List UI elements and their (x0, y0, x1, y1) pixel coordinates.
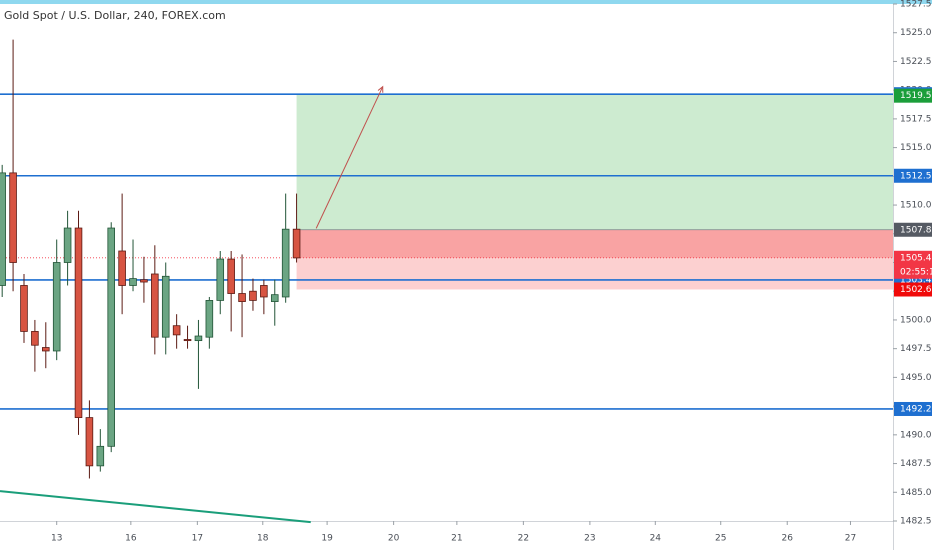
candle-body (227, 258, 235, 294)
candle-body (194, 335, 203, 342)
x-tick-label: 17 (192, 534, 203, 544)
x-tick-label: 26 (782, 534, 794, 544)
candle-body (107, 227, 115, 447)
candle-body (0, 172, 6, 286)
x-tick-label: 19 (321, 534, 333, 544)
candle-body (151, 273, 159, 338)
candle-body (238, 293, 246, 302)
chart-title: Gold Spot / U.S. Dollar, 240, FOREX.com (4, 9, 226, 22)
level-tag-label: 1492.25 (900, 404, 932, 414)
candle-body (140, 279, 148, 283)
y-tick-label: 1517.50 (900, 114, 932, 124)
x-tick-label: 18 (257, 534, 269, 544)
y-tick-label: 1510.00 (900, 201, 932, 211)
candle-body (31, 331, 39, 346)
candle-body (270, 294, 279, 302)
level-tag (894, 401, 932, 416)
level-tag-label: 1512.55 (900, 171, 932, 181)
candle-body (292, 228, 301, 259)
candle-body (281, 228, 290, 298)
candle-body (260, 285, 268, 298)
candle-body (63, 227, 72, 263)
y-tick-label: 1482.50 (900, 517, 932, 527)
price-tag-label: 1502.65 (900, 285, 932, 295)
candle-body (74, 227, 83, 419)
x-tick-label: 27 (845, 534, 856, 544)
candle-body (216, 258, 225, 301)
level-tag (894, 168, 932, 183)
x-tick-label: 16 (125, 534, 137, 544)
plot-area (0, 39, 894, 524)
x-tick-label: 21 (451, 534, 462, 544)
y-tick-label: 1497.50 (900, 344, 932, 354)
price-tag (894, 222, 932, 237)
open-loss-zone (296, 229, 894, 258)
candle-body (118, 250, 126, 286)
price-tag (894, 250, 932, 279)
y-tick-label: 1522.50 (900, 57, 932, 67)
x-tick-label: 20 (388, 534, 400, 544)
x-tick-label: 25 (715, 534, 726, 544)
candle-body (183, 339, 192, 342)
x-tick-label: 22 (518, 534, 529, 544)
price-tag-label: 1507.85 (900, 225, 932, 235)
y-tick-label: 1515.00 (900, 143, 932, 153)
y-tick-label: 1485.00 (900, 488, 932, 498)
level-tag-label: 1503.48 (900, 275, 932, 285)
candle-body (52, 262, 61, 352)
candle-body (249, 290, 257, 301)
candle-body (161, 275, 170, 338)
countdown: 02:55:12 (900, 267, 932, 277)
price-tag (894, 88, 932, 103)
y-tick-label: 1525.00 (900, 28, 932, 38)
candle-body (129, 278, 137, 286)
y-tick-label: 1490.00 (900, 430, 932, 440)
price-tag (894, 282, 932, 297)
price-tag-label: 1505.41 (900, 253, 932, 263)
arrow (315, 86, 384, 229)
arrow-head (377, 85, 384, 93)
trendline (0, 490, 311, 524)
y-tick-label: 1487.50 (900, 459, 932, 469)
y-tick-label: 1495.00 (900, 373, 932, 383)
x-tick-label: 23 (584, 534, 595, 544)
y-tick-label: 1527.50 (900, 0, 932, 10)
candle-body (42, 347, 50, 352)
price-tag-label: 1519.52 (900, 91, 932, 101)
candle-body (20, 285, 28, 332)
candle-body (96, 445, 105, 467)
candle-body (85, 417, 94, 467)
top-bar (0, 0, 932, 4)
candle-body (9, 172, 17, 263)
candle-body (205, 300, 214, 338)
x-tick-label: 24 (650, 534, 662, 544)
candle-body (172, 325, 181, 336)
y-tick-label: 1500.00 (900, 315, 932, 325)
price-axis: 1482.501485.001487.501490.001492.501495.… (893, 0, 932, 527)
target-zone (296, 94, 894, 230)
x-tick-label: 13 (51, 534, 62, 544)
